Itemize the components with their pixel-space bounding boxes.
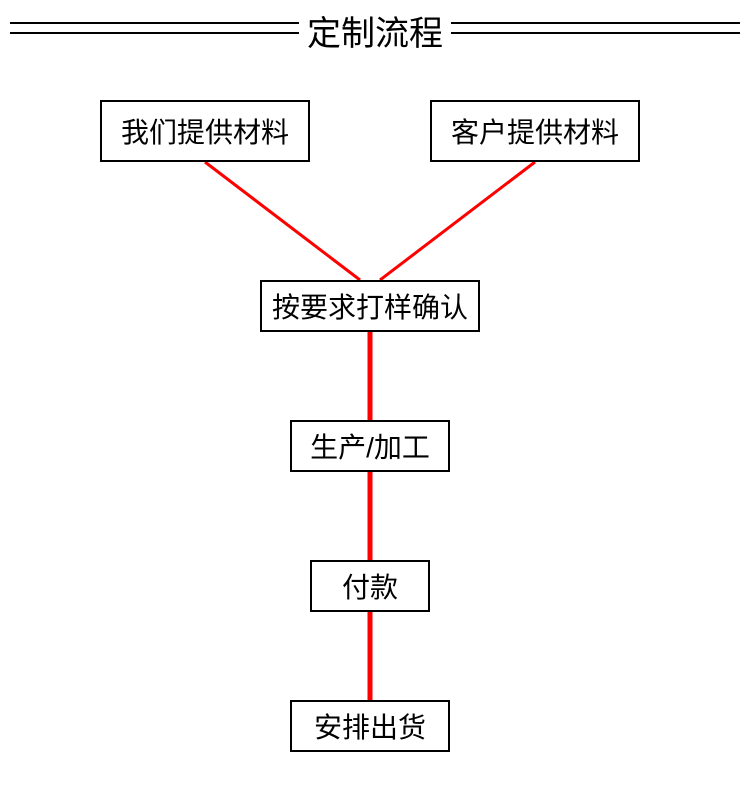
- flow-node-n1: 我们提供材料: [100, 100, 310, 162]
- flow-node-n3: 按要求打样确认: [260, 280, 480, 332]
- header: 定制流程: [0, 0, 750, 60]
- flow-node-n5: 付款: [310, 560, 430, 612]
- flow-node-n6: 安排出货: [290, 700, 450, 752]
- flow-edge-n2-n3: [380, 162, 535, 280]
- page-title: 定制流程: [299, 6, 451, 55]
- flow-node-n4: 生产/加工: [290, 420, 450, 472]
- flow-edge-n1-n3: [205, 162, 360, 280]
- flowchart-container: 我们提供材料 客户提供材料按要求打样确认生产/加工付款安排出货: [0, 60, 750, 800]
- flow-node-n2: 客户提供材料: [430, 100, 640, 162]
